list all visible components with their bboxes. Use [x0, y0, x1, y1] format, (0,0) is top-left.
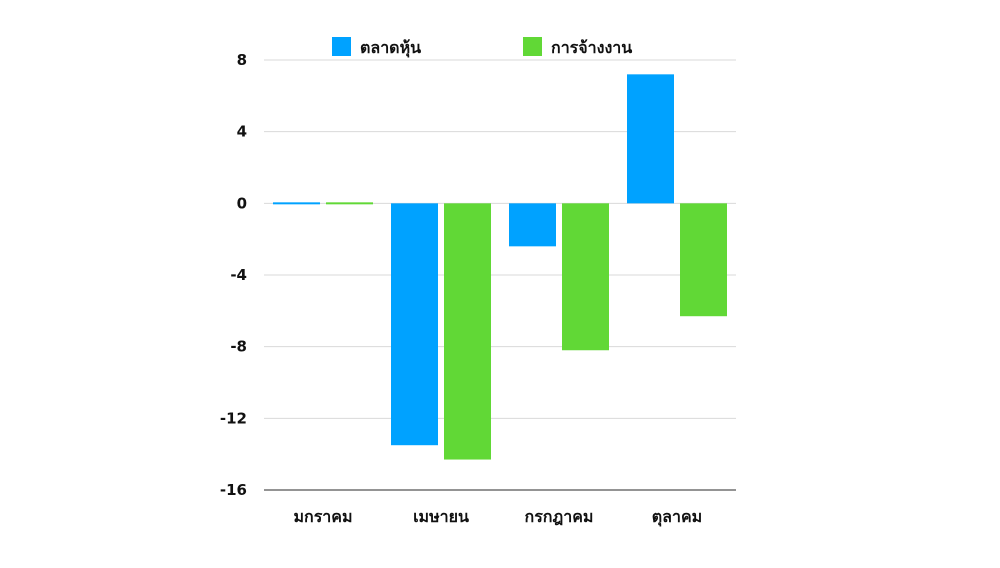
- y-tick-label: -16: [220, 481, 247, 499]
- legend-swatch: [332, 37, 351, 56]
- y-tick-label: -8: [230, 338, 247, 356]
- x-category-label: มกราคม: [293, 507, 352, 526]
- x-category-label: เมษายน: [413, 507, 469, 526]
- legend-swatch: [523, 37, 542, 56]
- bar-stock-market: [627, 74, 674, 204]
- legend-label: การจ้างงาน: [551, 38, 632, 57]
- bars: [273, 74, 727, 460]
- bar-employment: [326, 202, 373, 205]
- x-category-label: ตุลาคม: [652, 507, 702, 527]
- x-category-label: กรกฎาคม: [525, 507, 594, 526]
- axes: 8 4 0 -4 -8 -12 -16 มกราคม เมษายน กรกฎาคม ตุลาคม: [220, 51, 736, 527]
- bar-employment: [562, 203, 609, 351]
- legend-label: ตลาดหุ้น: [360, 38, 421, 58]
- y-tick-label: 8: [237, 51, 247, 69]
- y-tick-label: -12: [220, 409, 247, 427]
- bar-stock-market: [509, 203, 556, 247]
- bar-stock-market: [273, 202, 320, 205]
- y-tick-label: 0: [237, 194, 247, 212]
- bar-employment: [680, 203, 727, 317]
- y-tick-label: 4: [237, 123, 247, 141]
- bar-employment: [444, 203, 491, 460]
- legend: ตลาดหุ้น การจ้างงาน: [332, 37, 632, 58]
- bar-stock-market: [391, 203, 438, 446]
- y-tick-label: -4: [230, 266, 247, 284]
